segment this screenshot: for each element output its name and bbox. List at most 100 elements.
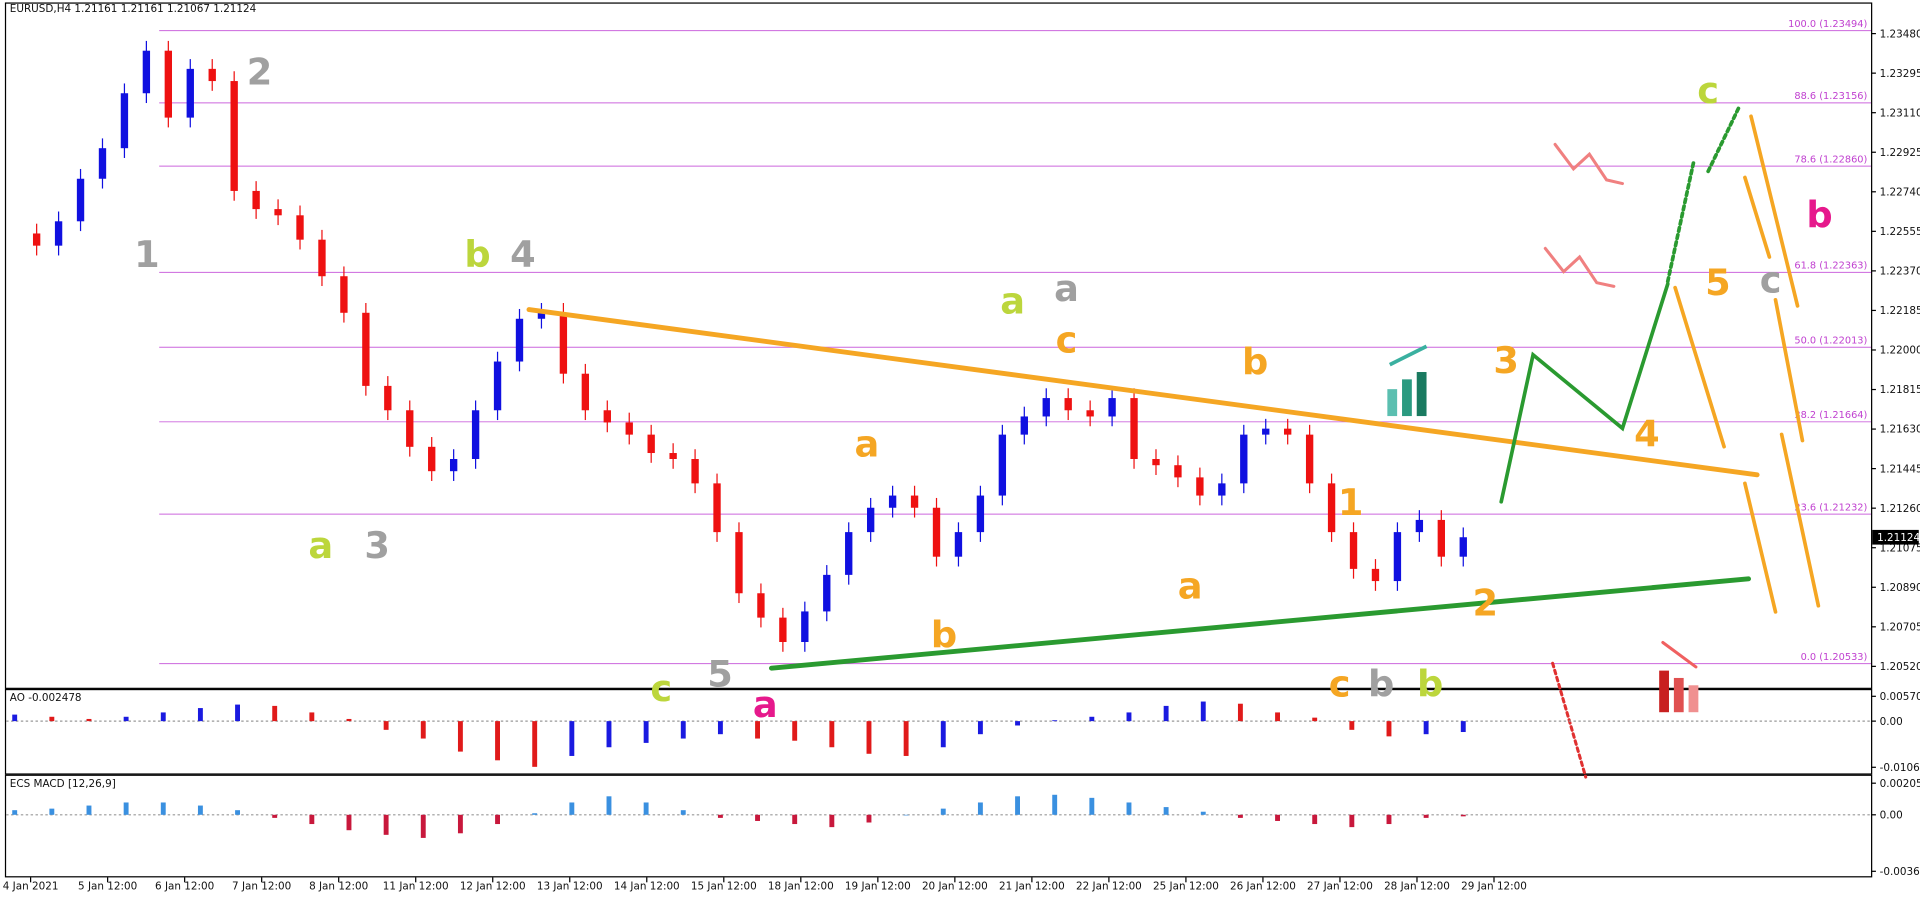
histogram-bar [1423, 721, 1429, 735]
histogram-bar [160, 712, 166, 722]
fib-label: 0.0 (1.20533) [1801, 652, 1868, 663]
wave-label: 2 [247, 50, 273, 93]
fib-label: 50.0 (1.22013) [1794, 336, 1867, 347]
y-tick-label: 1.21445 [1880, 463, 1920, 475]
current-price-label: 1.21124 [1877, 532, 1920, 544]
icon-down [1659, 670, 1699, 713]
y-tick-label: 1.21815 [1880, 384, 1920, 396]
candle-body [142, 50, 151, 94]
ao-title: AO -0.002478 [10, 692, 82, 704]
candle-body [120, 93, 129, 149]
histogram-bar [1052, 794, 1058, 815]
candle-body [603, 410, 611, 423]
histogram-bar [1126, 712, 1132, 722]
histogram-bar [1349, 814, 1355, 828]
candle-body [274, 209, 282, 216]
macd-title: ECS MACD [12,26,9] [10, 778, 116, 790]
histogram-bar [420, 814, 426, 838]
histogram-bar [1460, 721, 1466, 733]
histogram-bar [457, 721, 463, 752]
histogram-bar [792, 814, 798, 825]
candle-body [186, 68, 194, 118]
ao-panel [4, 688, 1873, 775]
main-panel [4, 2, 1873, 689]
y-tick-label: -0.010603 [1880, 762, 1920, 774]
fib-label: 100.0 (1.23494) [1788, 19, 1867, 30]
histogram-bar [1200, 701, 1206, 722]
histogram-bar [829, 721, 835, 748]
icon-up [1387, 344, 1428, 417]
x-tick-label: 19 Jan 12:00 [845, 881, 911, 893]
candle-body [1042, 398, 1050, 417]
histogram-bar [235, 810, 240, 815]
candle-body [1459, 537, 1467, 557]
candle-body [976, 495, 985, 533]
y-tick-label: 1.20890 [1880, 582, 1920, 594]
candle-body [449, 459, 458, 472]
x-tick-label: 7 Jan 12:00 [232, 881, 291, 893]
wave-label: a [855, 422, 880, 465]
wave-label: a [308, 524, 333, 567]
candle-body [647, 434, 655, 454]
candle-body [910, 495, 919, 508]
histogram-bar [309, 712, 315, 722]
candle-body [691, 459, 699, 484]
wave-label: b [1417, 662, 1443, 705]
wave-label: b [1806, 194, 1832, 237]
red-zigzag [1543, 246, 1616, 288]
y-tick-label: 1.22925 [1880, 147, 1920, 159]
x-tick-label: 28 Jan 12:00 [1384, 881, 1450, 893]
x-tick-label: 11 Jan 12:00 [383, 881, 449, 893]
fib-label: 23.6 (1.21232) [1794, 502, 1867, 513]
y-tick-label: 1.20520 [1880, 661, 1920, 673]
candle-body [1020, 416, 1028, 435]
candle-body [252, 190, 260, 210]
x-tick-label: 14 Jan 12:00 [614, 881, 680, 893]
candle-body [779, 617, 787, 642]
candle-body [735, 532, 743, 594]
wave-label: c [1329, 662, 1351, 705]
current-price-box [1872, 529, 1919, 545]
candle-body [888, 495, 897, 508]
x-tick-label: 4 Jan 2021 [3, 881, 59, 893]
wave-label: c [1697, 69, 1719, 112]
red-dotted [1551, 661, 1588, 779]
histogram-bar [272, 814, 278, 818]
wave-label: a [1178, 564, 1203, 607]
histogram-bar [495, 721, 500, 761]
candle-body [340, 276, 348, 313]
x-tick-label: 6 Jan 12:00 [155, 881, 214, 893]
candle-body [998, 434, 1007, 496]
histogram-bar [495, 814, 500, 825]
annotations [526, 105, 1821, 779]
histogram-bar [383, 721, 389, 730]
x-tick-label: 20 Jan 12:00 [922, 881, 988, 893]
candle-body [559, 312, 568, 374]
histogram-bar [569, 802, 575, 815]
candle-body [954, 532, 963, 557]
histogram-bar [1275, 712, 1280, 722]
histogram-bar [680, 721, 686, 739]
wave-label: 1 [134, 233, 160, 276]
candle-body [1086, 410, 1094, 417]
candle-body [384, 385, 392, 411]
histogram-bar [160, 802, 166, 815]
candle-body [164, 50, 173, 118]
candle-body [1393, 532, 1402, 582]
histogram-bar [383, 814, 389, 835]
fib-label: 88.6 (1.23156) [1794, 91, 1867, 102]
histogram-bar [532, 813, 538, 815]
histogram-bar [1460, 814, 1466, 817]
histogram-bar [717, 814, 723, 818]
red-zigzag [1553, 142, 1624, 186]
candle-body [1240, 434, 1248, 484]
wave-label: c [1056, 318, 1078, 361]
candle-body [1108, 398, 1116, 417]
wave-label: 5 [707, 653, 733, 696]
histogram-bar [532, 721, 538, 767]
histogram-bar [1163, 807, 1169, 815]
y-tick-label: 1.21630 [1880, 424, 1920, 436]
